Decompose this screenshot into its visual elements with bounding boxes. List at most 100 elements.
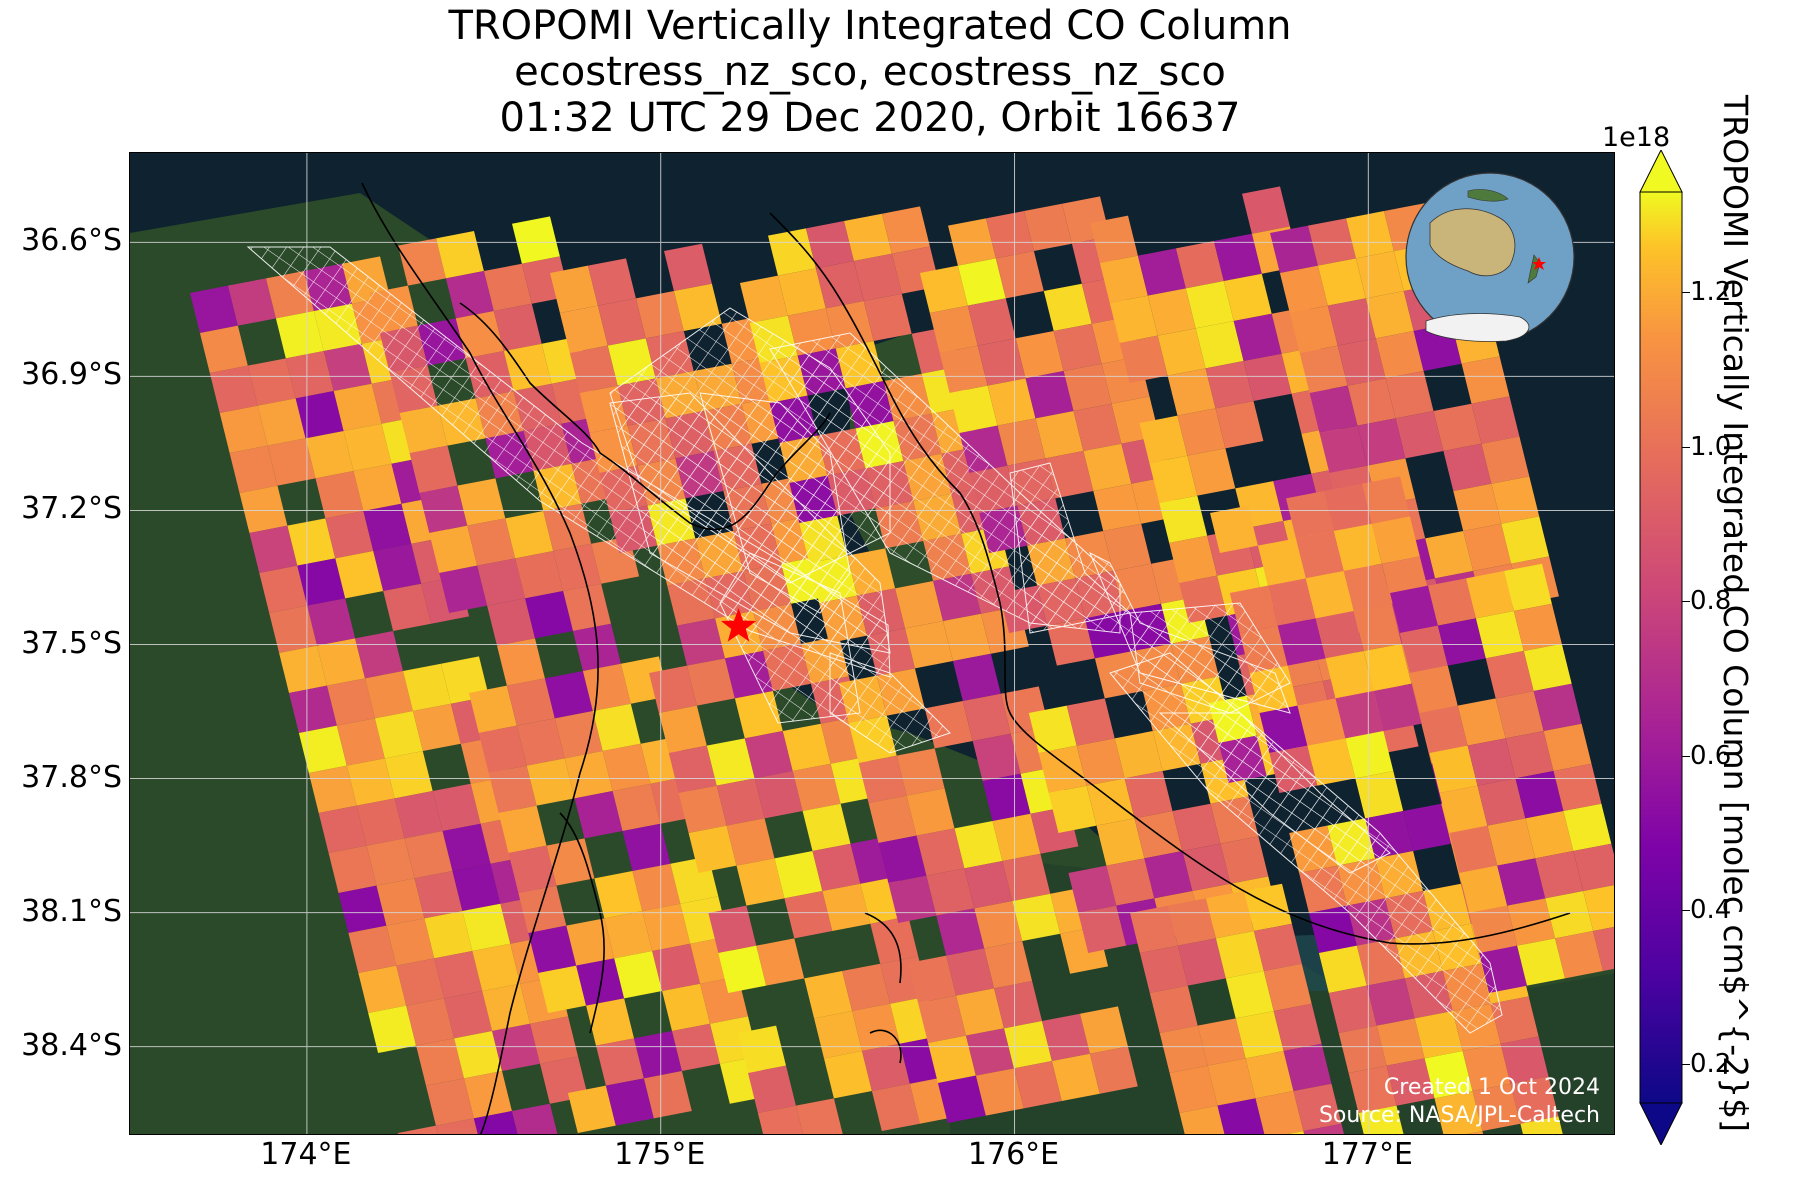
co-pixel: [844, 213, 892, 262]
co-pixel: [1390, 585, 1438, 633]
co-pixel: [1373, 683, 1422, 732]
co-pixel: [403, 663, 451, 712]
co-pixel: [249, 525, 298, 573]
co-pixel: [247, 358, 296, 406]
co-pixel: [782, 723, 831, 772]
co-pixel: [368, 1005, 417, 1053]
co-pixel: [822, 883, 871, 932]
co-pixel: [487, 598, 535, 646]
co-pixel: [511, 1103, 558, 1134]
co-pixel: [346, 758, 395, 806]
co-pixel: [1467, 738, 1516, 786]
co-pixel: [1089, 1046, 1138, 1094]
co-pixel: [374, 711, 423, 759]
co-pixel: [468, 685, 517, 733]
map-panel[interactable]: Created 1 Oct 2024 Source: NASA/JPL-Calt…: [129, 152, 1615, 1135]
co-pixel: [1243, 353, 1292, 402]
co-pixel: [1593, 927, 1614, 972]
co-pixel: [1371, 516, 1420, 564]
co-pixel: [1206, 891, 1254, 939]
co-pixel: [432, 783, 481, 832]
co-pixel: [1469, 905, 1518, 953]
co-pixel: [1523, 643, 1572, 692]
co-pixel: [1175, 241, 1224, 289]
co-pixel: [1093, 483, 1142, 532]
co-pixel: [1147, 288, 1196, 336]
co-pixel: [1513, 603, 1562, 652]
co-pixel: [1375, 331, 1424, 379]
co-pixel: [1270, 225, 1318, 273]
co-pixel: [1525, 811, 1574, 859]
co-pixel: [416, 1038, 464, 1086]
co-pixel: [269, 605, 318, 653]
co-pixel: [1130, 905, 1178, 953]
co-pixel: [1024, 203, 1072, 252]
co-pixel: [287, 518, 336, 566]
co-pixel: [209, 365, 258, 413]
coastline: [361, 182, 1571, 1134]
colorbar: [1639, 150, 1683, 1145]
co-pixel: [1124, 771, 1173, 819]
co-pixel: [1051, 1053, 1100, 1102]
co-pixel: [396, 958, 445, 1006]
co-pixel: [1220, 836, 1269, 884]
co-pixel: [1443, 443, 1492, 492]
co-pixel: [1555, 931, 1603, 979]
co-pixel: [1419, 705, 1468, 753]
co-pixel: [419, 485, 468, 533]
co-pixel: [1099, 255, 1148, 303]
co-pixel: [1172, 803, 1221, 852]
co-pixel: [426, 1078, 474, 1126]
co-pixel: [239, 485, 288, 533]
co-pixel: [569, 345, 618, 393]
co-pixel: [622, 823, 671, 872]
co-pixel: [1242, 186, 1290, 234]
co-pixel: [870, 916, 919, 964]
co-pixel: [528, 925, 577, 973]
co-pixel: [355, 631, 403, 679]
co-pixel: [597, 298, 646, 346]
co-pixel: [315, 471, 364, 519]
co-pixel: [498, 805, 547, 853]
co-pixel: [1299, 345, 1348, 393]
co-pixel: [1505, 731, 1554, 779]
co-pixel: [554, 711, 603, 759]
co-pixel: [267, 438, 316, 486]
footprint-12: [1158, 712, 1391, 874]
co-pixel: [604, 911, 653, 959]
co-pixel: [386, 918, 435, 966]
co-pixel: [1533, 683, 1582, 732]
co-pixel: [483, 263, 532, 312]
co-pixel: [853, 253, 902, 302]
co-pixel: [550, 265, 598, 313]
co-pixel: [1472, 1083, 1521, 1132]
co-pixel: [1004, 1021, 1052, 1069]
co-pixel: [1083, 443, 1132, 492]
co-pixel: [275, 311, 324, 359]
co-pixel: [1500, 1036, 1549, 1084]
co-pixel: [323, 343, 372, 392]
co-pixel: [592, 703, 641, 752]
co-pixel: [1139, 945, 1188, 993]
co-pixel: [1403, 803, 1452, 852]
co-pixel: [1357, 418, 1406, 466]
co-pixel: [946, 948, 995, 996]
co-pixel: [493, 303, 542, 352]
co-pixel: [1177, 408, 1226, 456]
co-pixel: [1307, 738, 1356, 786]
co-pixel: [404, 831, 453, 879]
ecostress-footprints: [246, 246, 1503, 1034]
co-pixel: [673, 283, 722, 332]
co-pixel: [1497, 858, 1546, 906]
co-pixel: [1012, 893, 1061, 942]
footprint-10: [829, 652, 951, 754]
co-pixel: [307, 598, 356, 646]
co-pixel: [815, 261, 864, 309]
co-pixel: [982, 773, 1031, 822]
co-pixel: [1495, 691, 1544, 739]
co-pixel: [297, 558, 346, 606]
co-pixel: [1286, 491, 1334, 539]
co-pixel: [936, 908, 985, 956]
co-pixel: [1424, 1051, 1473, 1099]
co-pixel: [957, 258, 1006, 306]
